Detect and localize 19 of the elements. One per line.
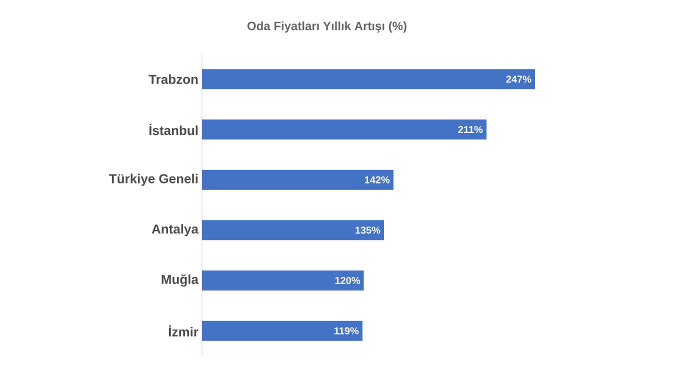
data-label: 119%: [334, 327, 359, 334]
chart-title: Oda Fiyatları Yıllık Artışı (%): [247, 21, 406, 33]
y-tick-label: İstanbul: [150, 124, 198, 136]
y-tick-label: Türkiye Geneli: [109, 174, 198, 186]
data-label: 211%: [458, 126, 483, 134]
bar: [202, 270, 364, 290]
bar: [202, 69, 535, 90]
bar: [202, 320, 362, 341]
data-label: 247%: [506, 76, 532, 83]
data-label: 120%: [335, 276, 360, 284]
y-tick-label: Muğla: [162, 274, 199, 287]
data-label: 142%: [364, 176, 390, 184]
y-tick-label: Antalya: [152, 224, 199, 236]
y-tick-label: Trabzon: [148, 74, 198, 84]
y-tick-label: İzmir: [168, 325, 198, 336]
bar: [202, 170, 394, 190]
data-label: 135%: [356, 226, 380, 234]
bar: [202, 120, 486, 140]
bar: [202, 220, 384, 240]
